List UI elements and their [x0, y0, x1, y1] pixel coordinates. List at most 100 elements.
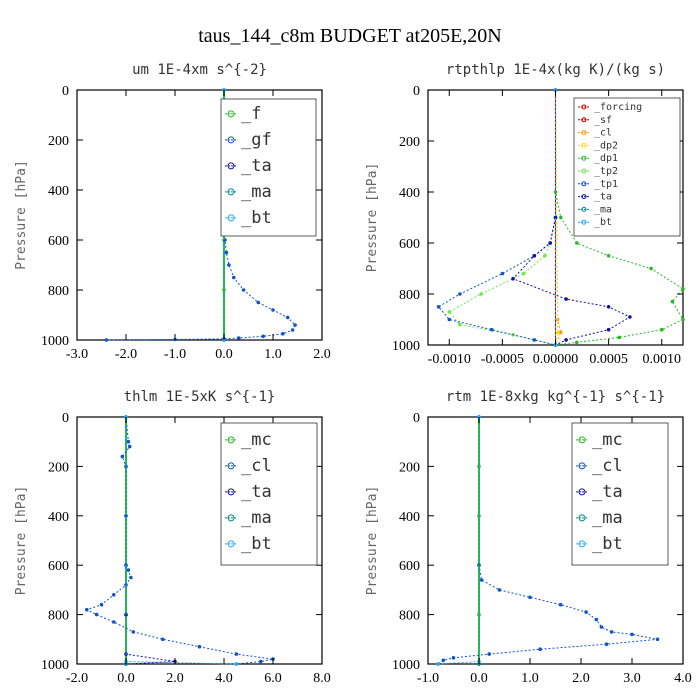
legend-marker: [581, 130, 587, 136]
x-tick: 2.0: [313, 90, 331, 362]
data-point: [479, 578, 484, 582]
y-tick-label: 0: [413, 84, 420, 99]
x-tick-label: 0.0005: [589, 352, 628, 367]
legend: _f _gf _ta _ma _bt: [220, 98, 317, 237]
data-point: [224, 250, 229, 255]
legend-entry: _ta: [576, 482, 623, 502]
legend-marker: [578, 488, 586, 496]
y-tick: 600: [399, 559, 683, 574]
data-point: [599, 625, 604, 629]
legend-label: _ta: [241, 482, 272, 502]
panel-title: um 1E-4xm s^{-2}: [132, 62, 267, 78]
data-point: [609, 630, 614, 634]
legend-label: _bt: [592, 534, 623, 554]
series-line: [555, 89, 559, 346]
series-line: [125, 417, 237, 665]
y-tick: 1000: [41, 334, 322, 349]
panel-4: rtm 1E-8xkg kg^{-1} s^{-1} Pressure [hPa]…: [365, 389, 692, 686]
y-tick-label: 1000: [392, 658, 420, 673]
x-tick: 6.0: [264, 417, 282, 686]
data-point: [227, 263, 231, 267]
series-line: [555, 89, 562, 346]
data-point: [606, 305, 611, 309]
series-line: [438, 417, 480, 665]
legend: _mc _cl _ta _ma _bt: [220, 422, 318, 566]
data-point: [564, 297, 568, 301]
x-tick: 2.0: [572, 417, 590, 686]
panel-title: rtpthlp 1E-4x(kg K)/(kg s): [446, 62, 665, 78]
legend-entry: _ma: [576, 508, 623, 528]
plot-frame: [76, 89, 323, 341]
data-point: [649, 266, 653, 271]
data-point: [436, 305, 441, 309]
data-point: [532, 338, 537, 342]
data-point: [256, 300, 261, 305]
x-tick: 0.0010: [643, 90, 681, 367]
legend-marker: [578, 540, 586, 548]
x-tick: 0.0: [215, 90, 233, 362]
x-tick-label: 6.0: [264, 671, 282, 686]
y-tick: 600: [48, 234, 322, 249]
y-tick: 0: [413, 411, 683, 426]
y-tick-label: 800: [399, 609, 420, 624]
y-tick-label: 200: [48, 460, 69, 475]
legend-marker: [227, 214, 235, 222]
x-tick-label: 8.0: [313, 671, 331, 686]
legend-entry: _ma: [225, 182, 272, 202]
data-point: [511, 276, 515, 281]
data-point: [630, 632, 634, 637]
data-point: [127, 444, 132, 449]
plot-frame: [427, 416, 684, 665]
data-point: [94, 612, 99, 617]
data-point: [564, 338, 568, 342]
x-tick-label: 4.0: [215, 671, 233, 686]
y-tick: 0: [62, 84, 322, 99]
x-tick-label: -1.0: [164, 347, 186, 362]
x-tick-label: 0.0: [117, 671, 135, 686]
data-point: [559, 215, 563, 220]
legend-label: _ma: [241, 182, 272, 202]
series-line: [448, 90, 556, 346]
data-point: [234, 652, 239, 656]
x-tick: 1.0: [264, 90, 282, 362]
data-point: [660, 327, 664, 332]
x-tick-label: 2.0: [313, 347, 331, 362]
y-tick: 800: [399, 288, 683, 303]
x-tick-label: -0.0010: [428, 352, 471, 367]
data-point: [543, 254, 547, 258]
y-tick-label: 600: [48, 234, 69, 249]
legend-label: _mc: [592, 430, 623, 450]
data-point: [575, 340, 579, 345]
legend-entry: _mc: [225, 430, 272, 450]
legend-label: _f: [241, 104, 261, 124]
x-tick-label: 2.0: [572, 671, 590, 686]
legend-marker: [227, 462, 235, 470]
data-point: [447, 317, 452, 322]
legend-entry: _bt: [225, 208, 272, 228]
data-point: [271, 308, 275, 312]
y-tick: 1000: [41, 658, 322, 673]
y-tick: 400: [48, 184, 322, 199]
data-point: [104, 338, 109, 342]
legend-label: _cl: [241, 456, 272, 476]
x-tick: -0.0005: [481, 90, 524, 367]
data-point: [241, 288, 246, 292]
x-tick-label: 4.0: [674, 671, 692, 686]
legend-marker: [581, 117, 587, 123]
legend-label: _bt: [241, 208, 272, 228]
data-point: [281, 332, 285, 336]
series-tp1: [436, 88, 558, 347]
legend-marker: [227, 540, 235, 548]
legend-entry: _bt: [578, 217, 612, 228]
legend-entry: _cl: [576, 456, 623, 476]
legend-entry: _ta: [225, 156, 272, 176]
data-point: [129, 575, 133, 580]
data-point: [441, 658, 446, 663]
legend-entry: _dp1: [578, 153, 618, 164]
legend-label: _cl: [594, 128, 612, 139]
legend-marker: [227, 136, 235, 144]
data-point: [606, 327, 611, 332]
data-point: [521, 271, 526, 276]
legend-marker: [581, 194, 587, 200]
y-tick-label: 400: [399, 186, 420, 201]
